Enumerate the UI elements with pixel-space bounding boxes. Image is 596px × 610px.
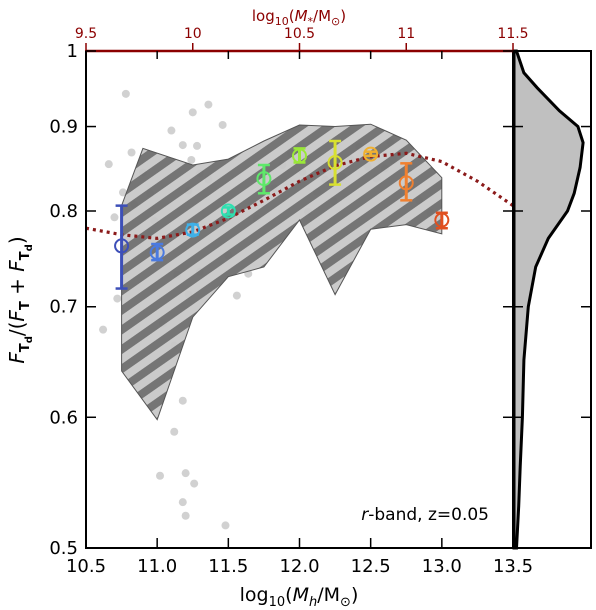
background-point (178, 396, 187, 405)
bottom-x-ticks: 10.5 11.0 11.5 12.0 12.5 13.0 13.5 (66, 51, 533, 577)
x-tick-label: 11.0 (137, 556, 177, 577)
binned-point (185, 222, 201, 238)
x-tick-label: 12.0 (279, 556, 319, 577)
binned-point (434, 211, 450, 230)
binned-point (363, 146, 379, 162)
y-tick-label: 0.6 (49, 407, 78, 428)
background-point (190, 479, 199, 488)
x-tick-label: 11.5 (208, 556, 248, 577)
binned-point (114, 204, 130, 290)
y-tick-label: 0.8 (49, 201, 78, 222)
binned-marker (220, 203, 236, 219)
background-point (187, 155, 196, 164)
background-point (121, 89, 130, 98)
background-point (119, 188, 128, 197)
band-annotation: r-band, z=0.05 (361, 505, 489, 525)
y-axis-label: FTd/(FT + FTd) (5, 236, 35, 363)
top-x-tick-label: 11 (397, 26, 415, 42)
binned-point (327, 139, 343, 186)
x-tick-label: 13.0 (422, 556, 462, 577)
background-point (193, 141, 202, 150)
background-point (181, 469, 190, 478)
binned-marker (185, 222, 201, 238)
binned-point (256, 163, 272, 195)
y-ticks: 0.5 0.6 0.7 0.8 0.9 1 (49, 41, 591, 559)
binned-point (220, 203, 236, 219)
x-tick-label: 10.5 (66, 556, 106, 577)
shaded-range-region (121, 123, 443, 421)
binned-marker (434, 212, 450, 228)
x-tick-label: 13.5 (493, 556, 533, 577)
top-x-tick-label: 11.5 (497, 26, 528, 42)
top-x-tick-label: 10 (184, 26, 202, 42)
background-point (221, 521, 230, 530)
background-point (110, 213, 119, 222)
top-x-tick-label: 9.5 (75, 26, 97, 42)
binned-marker (114, 238, 130, 254)
background-point (104, 160, 113, 169)
background-point (113, 294, 122, 303)
binned-marker (327, 154, 343, 170)
background-point (188, 108, 197, 117)
binned-marker (398, 175, 414, 191)
binned-point (292, 147, 307, 164)
background-point (99, 325, 108, 334)
y-tick-label: 0.9 (49, 117, 78, 138)
background-point (127, 148, 136, 157)
background-point (156, 471, 165, 480)
x-axis-label: log10(Mh/M⊙) (240, 584, 359, 610)
background-point (204, 100, 213, 109)
background-point (178, 498, 187, 507)
y-tick-label: 0.5 (49, 538, 78, 559)
binned-points (114, 139, 450, 290)
background-point (170, 427, 179, 436)
side-panel-frame (512, 50, 592, 549)
binned-point (398, 162, 414, 202)
trend-dotted-line (86, 151, 513, 241)
background-point (181, 511, 190, 520)
side-density-panel (512, 49, 585, 550)
background-point (232, 291, 241, 300)
background-point (218, 120, 227, 129)
top-x-tick-label: 10.5 (284, 26, 315, 42)
density-curve (512, 49, 585, 550)
binned-marker (363, 146, 379, 162)
binned-marker (149, 245, 165, 261)
y-tick-label: 0.7 (49, 297, 78, 318)
background-point (178, 141, 187, 150)
top-x-ticks: 9.5 10 10.5 11 11.5 (75, 26, 529, 51)
svg-text:FTd/(FT + FTd): FTd/(FT + FTd) (5, 236, 35, 363)
background-point (167, 126, 176, 135)
binned-point (149, 242, 165, 262)
top-x-axis-label: log10(M*/M⊙) (252, 7, 346, 28)
binned-marker (292, 148, 307, 164)
binned-marker (256, 171, 272, 187)
x-tick-label: 12.5 (351, 556, 391, 577)
y-tick-label: 1 (67, 41, 78, 62)
